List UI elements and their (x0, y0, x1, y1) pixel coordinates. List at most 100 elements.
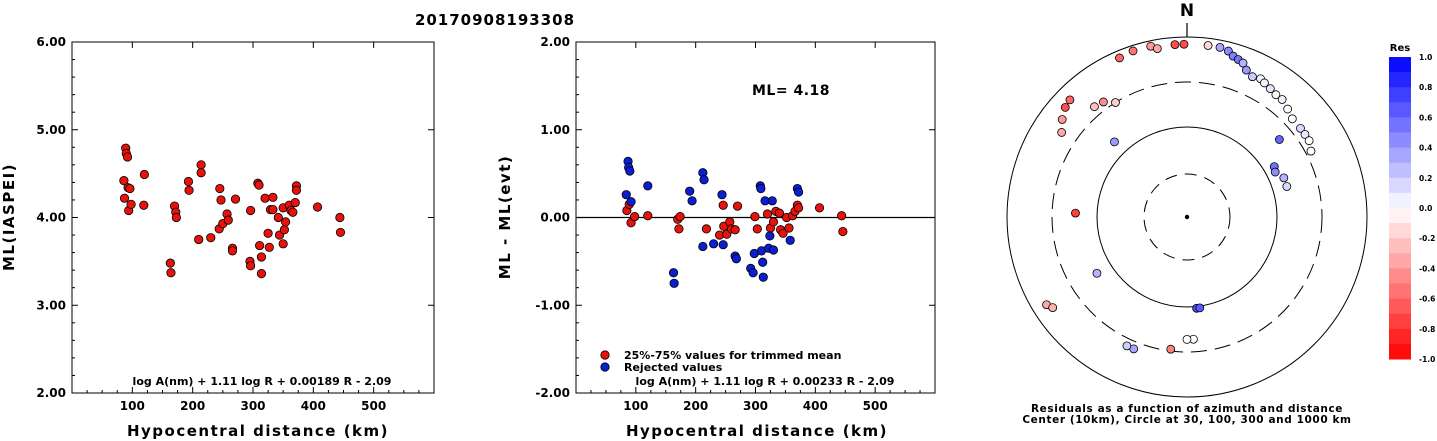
station-marker (1277, 95, 1287, 104)
panel-residual-xlabel: Hypocentral distance (km) (626, 422, 888, 440)
ml-point (263, 228, 273, 238)
colorbar-label: -0.4 (1419, 264, 1435, 273)
colorbar-cell (1389, 162, 1411, 179)
ml-point (254, 180, 264, 190)
legend-label-trimmed: 25%-75% values for trimmed mean (624, 349, 841, 362)
colorbar-label: 0.0 (1419, 204, 1432, 213)
residual-point (784, 223, 794, 233)
legend-label-rejected: Rejected values (624, 361, 723, 374)
colorbar-cell (1389, 223, 1411, 239)
panel-residual-points (621, 156, 848, 288)
station-marker (1248, 72, 1257, 82)
ml-point (290, 197, 300, 208)
ml-point (335, 212, 345, 223)
ml-point (223, 215, 233, 225)
station-marker (1300, 130, 1310, 139)
circle-300km (1051, 81, 1323, 353)
ml-ytick-label: 2.00 (36, 386, 66, 400)
ml-point (206, 233, 216, 243)
ml-point (245, 261, 256, 271)
ml-point (335, 227, 346, 238)
ml-point (216, 195, 226, 205)
ml-point (165, 258, 175, 268)
residual-ytick-label: -1.00 (535, 298, 570, 312)
ml-point (268, 205, 278, 215)
epicenter-dot (1184, 214, 1190, 220)
ml-point (291, 185, 302, 195)
panel-ml-points (119, 143, 346, 279)
colorbar-cells (1389, 57, 1411, 360)
residual-point (768, 217, 779, 227)
residual-xtick-label: 300 (743, 399, 768, 413)
polar-caption-line1: Residuals as a function of azimuth and d… (1031, 403, 1343, 415)
circle-1000km (1006, 36, 1368, 398)
colorbar-cell (1389, 208, 1411, 224)
residual-ytick-label: 0.00 (540, 211, 570, 225)
residual-point (762, 209, 773, 219)
legend: 25%-75% values for trimmed mean Rejected… (600, 349, 841, 374)
station-marker (1296, 123, 1305, 133)
residual-point (758, 257, 768, 267)
ml-point (268, 192, 278, 202)
station-marker (1203, 41, 1213, 50)
colorbar: Res 1.0 0.8 0.6 0.4 0.2 0.0 -0.2 -0.4 -0.6 -0.8 -1… (1389, 43, 1435, 364)
ml-point (260, 193, 270, 203)
residual-point (643, 181, 653, 191)
residual-point (774, 208, 785, 218)
ml-point (196, 160, 206, 170)
station-marker (1279, 173, 1289, 183)
station-marker (1304, 136, 1314, 146)
ml-ytick-label: 5.00 (36, 123, 66, 137)
ml-xtick-label: 400 (301, 399, 326, 413)
colorbar-cell (1389, 328, 1411, 345)
ml-point (255, 240, 265, 251)
colorbar-label: -0.8 (1419, 325, 1435, 334)
residual-point (718, 200, 728, 210)
colorbar-cell (1389, 298, 1411, 315)
colorbar-cell (1389, 57, 1411, 73)
residual-point (732, 201, 743, 211)
station-marker (1270, 167, 1280, 177)
ml-point (119, 193, 130, 203)
station-marker (1099, 97, 1108, 107)
panel-ml-xlabel: Hypocentral distance (km) (127, 422, 389, 440)
colorbar-cell (1389, 117, 1411, 133)
colorbar-cell (1389, 313, 1411, 330)
panel-polar: N Residuals as a function of azimuth and… (1006, 1, 1368, 426)
colorbar-label: 0.8 (1419, 83, 1432, 92)
residual-xtick-label: 400 (803, 399, 828, 413)
colorbar-cell (1389, 87, 1411, 103)
colorbar-label: 0.4 (1419, 144, 1432, 153)
circle-100km (1096, 126, 1278, 308)
station-marker (1152, 44, 1162, 53)
ml-point (183, 176, 194, 187)
station-marker (1115, 53, 1124, 63)
colorbar-cell (1389, 177, 1411, 194)
ml-point (171, 212, 181, 223)
residual-point (752, 224, 762, 234)
residual-point (717, 190, 727, 200)
station-marker (1283, 104, 1293, 114)
colorbar-label: 1.0 (1419, 53, 1432, 62)
figure-title: 20170908193308 (415, 11, 575, 29)
colorbar-title: Res (1390, 43, 1410, 54)
station-marker (1110, 137, 1119, 147)
residual-point (675, 212, 685, 222)
residual-point (793, 203, 804, 213)
residual-ytick-label: 2.00 (540, 35, 570, 49)
panel-residual: 100 200 300 400 500 -2.00 -1.00 0.00 1.00 2.00 ML… (496, 35, 936, 440)
polar-caption-line2: Center (10km), Circle at 30, 100, 300 an… (1022, 414, 1351, 426)
station-marker (1306, 146, 1316, 156)
residual-point (698, 241, 708, 252)
residual-xtick-label: 500 (863, 399, 888, 413)
station-marker (1071, 208, 1080, 218)
ml-point (126, 199, 136, 209)
ml-point (245, 205, 256, 216)
colorbar-cell (1389, 132, 1411, 149)
ml-ytick-label: 3.00 (36, 298, 66, 312)
ml-point (139, 169, 149, 180)
station-marker (1065, 95, 1075, 105)
ml-point (256, 269, 267, 279)
station-marker (1241, 65, 1251, 75)
